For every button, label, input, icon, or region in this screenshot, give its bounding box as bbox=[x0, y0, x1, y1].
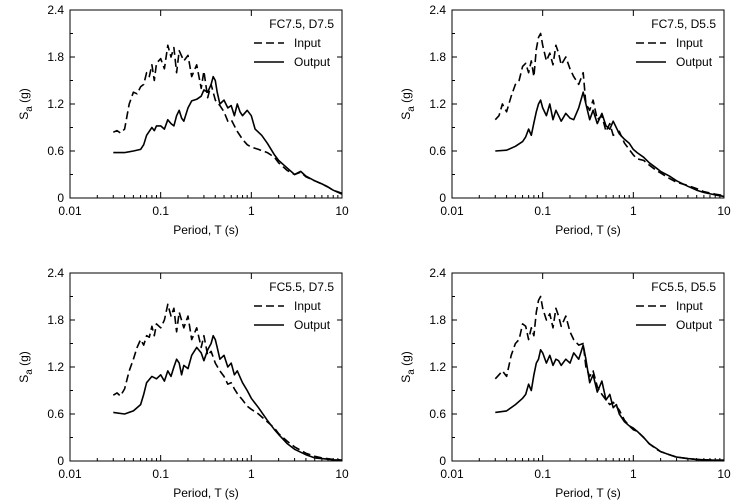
y-tick-label: 0.6 bbox=[47, 144, 64, 158]
y-axis-title: Sa (g) bbox=[399, 88, 417, 120]
series-line-output bbox=[113, 334, 343, 461]
x-tick-label: 10 bbox=[717, 467, 731, 481]
x-tick-label: 0.1 bbox=[534, 467, 551, 481]
y-tick-label: 0 bbox=[439, 191, 446, 205]
y-tick-label: 0.6 bbox=[429, 407, 446, 421]
x-tick-label: 0.1 bbox=[152, 467, 169, 481]
series-line-output bbox=[495, 91, 725, 198]
series-line-output bbox=[113, 75, 343, 195]
y-tick-label: 2.4 bbox=[429, 3, 446, 17]
chart-panel-4: 0 0.6 1.2 1.8 2.4 0.01 0.1 1 10 Period, T (s) Sa (… bbox=[399, 266, 731, 500]
y-tick-label: 0.6 bbox=[47, 407, 64, 421]
x-tick-label: 0.01 bbox=[58, 204, 82, 218]
legend-label-output: Output bbox=[676, 318, 713, 332]
x-axis-title: Period, T (s) bbox=[555, 223, 621, 237]
y-tick-label: 1.8 bbox=[47, 50, 64, 64]
chart-panel-1: 0 0.6 1.2 1.8 2.4 0.01 0.1 1 10 Period, T (s) Sa (… bbox=[17, 3, 349, 237]
y-axis-title: Sa (g) bbox=[17, 88, 35, 120]
x-axis-title: Period, T (s) bbox=[555, 486, 621, 500]
x-axis-title: Period, T (s) bbox=[173, 486, 239, 500]
x-tick-label: 1 bbox=[248, 204, 255, 218]
x-tick-label: 1 bbox=[248, 467, 255, 481]
y-tick-label: 0 bbox=[57, 191, 64, 205]
series-line-input bbox=[494, 295, 724, 461]
legend-label-input: Input bbox=[676, 36, 703, 50]
x-tick-label: 0.01 bbox=[440, 467, 464, 481]
x-tick-label: 1 bbox=[630, 467, 637, 481]
x-tick-label: 10 bbox=[335, 204, 349, 218]
y-tick-label: 2.4 bbox=[47, 3, 64, 17]
legend-label-output: Output bbox=[294, 318, 331, 332]
x-tick-label: 0.1 bbox=[152, 204, 169, 218]
y-tick-label: 1.8 bbox=[47, 313, 64, 327]
y-tick-label: 1.8 bbox=[429, 313, 446, 327]
legend-label-input: Input bbox=[294, 36, 321, 50]
y-tick-label: 0 bbox=[57, 454, 64, 468]
legend-title: FC7.5, D7.5 bbox=[269, 17, 334, 31]
x-tick-label: 0.01 bbox=[440, 204, 464, 218]
legend-label-input: Input bbox=[676, 299, 703, 313]
x-tick-label: 10 bbox=[335, 467, 349, 481]
legend-title: FC5.5, D7.5 bbox=[269, 280, 334, 294]
y-tick-label: 1.2 bbox=[47, 360, 64, 374]
y-tick-label: 0 bbox=[439, 454, 446, 468]
legend-label-output: Output bbox=[676, 55, 713, 69]
x-tick-label: 10 bbox=[717, 204, 731, 218]
y-tick-label: 1.8 bbox=[429, 50, 446, 64]
x-tick-label: 1 bbox=[630, 204, 637, 218]
series-line-input bbox=[112, 44, 343, 195]
y-tick-label: 2.4 bbox=[429, 266, 446, 280]
y-tick-label: 1.2 bbox=[429, 360, 446, 374]
x-axis-title: Period, T (s) bbox=[173, 223, 239, 237]
series-line-input bbox=[112, 303, 343, 461]
chart-panel-2: 0 0.6 1.2 1.8 2.4 0.01 0.1 1 10 Period, T (s) Sa (… bbox=[399, 3, 731, 237]
legend-title: FC7.5, D5.5 bbox=[651, 17, 716, 31]
y-tick-label: 1.2 bbox=[47, 97, 64, 111]
y-axis-title: Sa (g) bbox=[399, 351, 417, 383]
y-axis-title: Sa (g) bbox=[17, 351, 35, 383]
series-line-input bbox=[494, 32, 725, 197]
x-tick-label: 0.01 bbox=[58, 467, 82, 481]
x-tick-label: 0.1 bbox=[534, 204, 551, 218]
legend-label-input: Input bbox=[294, 299, 321, 313]
y-tick-label: 0.6 bbox=[429, 144, 446, 158]
legend-label-output: Output bbox=[294, 55, 331, 69]
series-line-output bbox=[495, 344, 724, 461]
chart-panel-3: 0 0.6 1.2 1.8 2.4 0.01 0.1 1 10 Period, T (s) Sa (… bbox=[17, 266, 349, 500]
y-tick-label: 2.4 bbox=[47, 266, 64, 280]
legend-title: FC5.5, D5.5 bbox=[651, 280, 716, 294]
y-tick-label: 1.2 bbox=[429, 97, 446, 111]
